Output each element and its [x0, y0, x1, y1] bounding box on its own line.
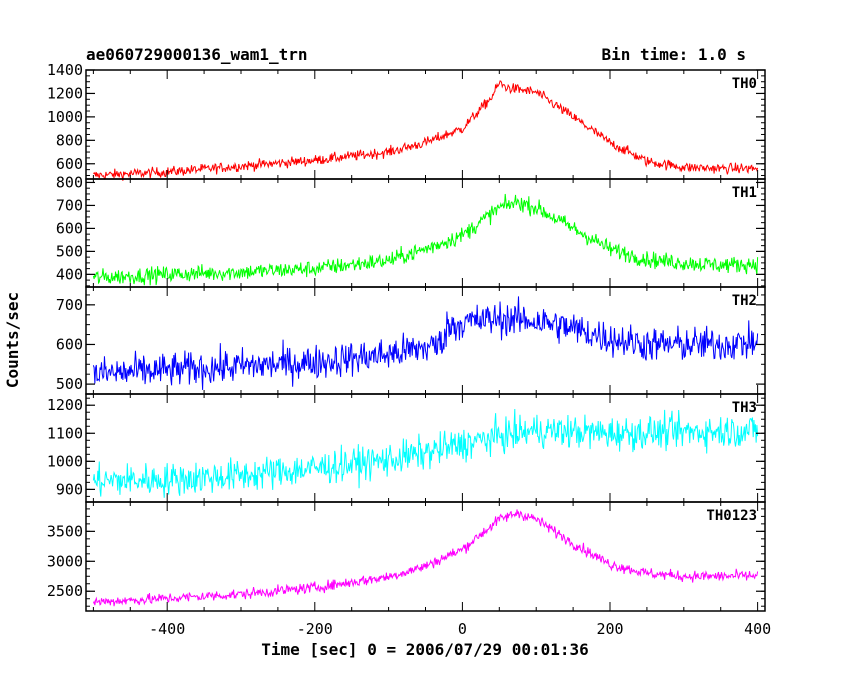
- y-axis-label: Counts/sec: [3, 292, 22, 388]
- x-axis-label: Time [sec] 0 = 2006/07/29 00:01:36: [261, 640, 589, 659]
- x-tick-label: -200: [297, 620, 333, 638]
- series-th0: [93, 80, 759, 181]
- y-tick-label: 600: [56, 335, 83, 353]
- panel-th0: 600 800 1000 1200 1400 TH0: [47, 61, 766, 181]
- panel-th0123: 2500 3000 3500 TH0123: [47, 501, 766, 612]
- panel-stack: 600800100012001400TH0400500600700800TH15…: [47, 61, 766, 612]
- panel-th2: 500 600 700 TH2: [56, 286, 766, 395]
- series-th0123: [92, 509, 759, 607]
- panel-label: TH3: [732, 400, 757, 416]
- y-tick-label: 1200: [47, 84, 83, 102]
- y-tick-label: 600: [56, 155, 83, 173]
- panel-frame: [85, 501, 766, 612]
- panel-label: TH0123: [706, 508, 757, 524]
- y-tick-label: 1000: [47, 452, 83, 470]
- x-axis: -400 -200 0 200 400: [149, 620, 771, 638]
- series-th1: [92, 193, 759, 286]
- panel-label: TH1: [732, 185, 757, 201]
- y-tick-label: 900: [56, 480, 83, 498]
- y-tick-label: 3000: [47, 552, 83, 570]
- y-tick-label: 1200: [47, 396, 83, 414]
- x-tick-label: -400: [149, 620, 185, 638]
- y-tick-label: 700: [56, 196, 83, 214]
- y-tick-label: 2500: [47, 582, 83, 600]
- y-tick-label: 700: [56, 296, 83, 314]
- y-tick-label: 1000: [47, 108, 83, 126]
- y-tick-label: 1100: [47, 424, 83, 442]
- bin-time-label: Bin time: 1.0 s: [602, 45, 747, 64]
- panel-frame: [85, 178, 766, 288]
- panel-label: TH0: [732, 76, 757, 92]
- panel-frame: [85, 69, 766, 180]
- y-tick-label: 500: [56, 242, 83, 260]
- y-tick-label: 1400: [47, 61, 83, 79]
- plot-title: ae060729000136_wam1_trn: [86, 45, 308, 64]
- y-tick-label: 400: [56, 265, 83, 283]
- panel-label: TH2: [732, 293, 757, 309]
- series-th3: [92, 408, 759, 498]
- y-tick-label: 800: [56, 173, 83, 191]
- y-tick-label: 600: [56, 219, 83, 237]
- y-tick-label: 800: [56, 131, 83, 149]
- y-tick-label: 500: [56, 375, 83, 393]
- x-tick-label: 0: [458, 620, 467, 638]
- series-th2: [92, 296, 759, 390]
- panel-th3: 900 1000 1100 1200 TH3: [47, 393, 766, 503]
- panel-th1: 400 500 600 700 800 TH1: [56, 173, 766, 288]
- y-tick-label: 3500: [47, 522, 83, 540]
- x-tick-label: 200: [596, 620, 623, 638]
- x-tick-label: 400: [744, 620, 771, 638]
